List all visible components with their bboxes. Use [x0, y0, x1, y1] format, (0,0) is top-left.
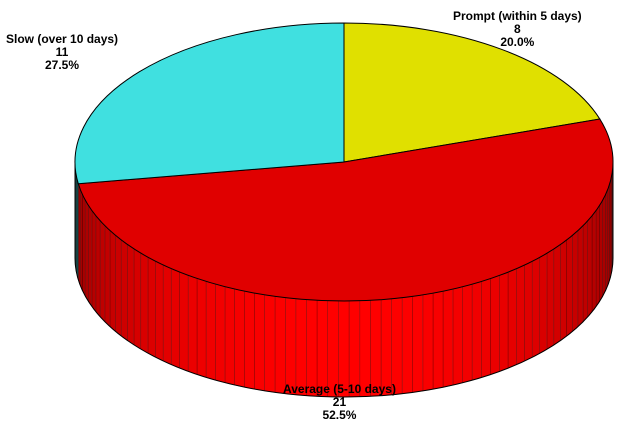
pie-side-segment [215, 283, 226, 384]
pie-side-segment [224, 286, 235, 386]
pie-bottom-edge [74, 257, 614, 398]
pie-side-segment [179, 271, 189, 372]
pie-side-segment [582, 220, 588, 323]
pie-side-segment [595, 204, 600, 308]
pie-slice-slow-over-10-days [74, 22, 345, 185]
pie-side-segment [499, 271, 509, 372]
pie-side-segment [462, 283, 473, 384]
pie-side-segment [84, 198, 89, 303]
pie-side-segment [412, 294, 424, 393]
pie-side-segment [422, 292, 434, 392]
slice-label-prompt-value: 8 [514, 22, 521, 36]
pie-side-segment [109, 229, 116, 332]
pie-side-segment [531, 256, 541, 358]
pie-side-segment [285, 297, 297, 396]
pie-side-segment [559, 239, 567, 342]
slice-label-prompt-percent: 20.0% [500, 35, 535, 49]
pie-side-segment [170, 268, 180, 369]
pie-side-segment [452, 286, 463, 386]
pie-side-segment [481, 278, 491, 378]
pie-side-segment [140, 252, 149, 354]
pie-side-segment [546, 248, 555, 350]
slice-label-slow: Slow (over 10 days) 11 27.5% [6, 33, 118, 72]
pie-side-segment [88, 204, 93, 308]
pie-side-segment [79, 189, 83, 291]
pie-side-segment [605, 189, 608, 291]
pie-side-segment [147, 256, 156, 358]
pie-side-segment [599, 199, 603, 303]
pie-side-segment [274, 295, 286, 394]
pie-side-segment [162, 264, 172, 366]
pie-side-segment [95, 214, 101, 318]
slice-label-average-value: 21 [332, 395, 347, 409]
slice-label-prompt: Prompt (within 5 days) 8 20.0% [453, 10, 582, 49]
pie-side-segment [127, 243, 135, 346]
pie-side-segment [254, 292, 265, 392]
pie-side-segment [516, 264, 525, 366]
pie-side-segment [602, 194, 606, 297]
pie-side-segment [115, 234, 122, 337]
slice-label-average: Average (5-10 days) 21 52.5% [283, 383, 396, 422]
slice-label-slow-name: Slow (over 10 days) [6, 32, 119, 46]
pie-side-segment [120, 239, 128, 341]
pie-side-segment [471, 281, 482, 381]
pie-side-segment [591, 209, 597, 313]
pie-side-segment [155, 260, 164, 362]
pie-side-segment [442, 288, 454, 388]
pie-side-segment [205, 280, 216, 381]
pie-side-segment [566, 234, 573, 337]
pie-side-segment [391, 297, 403, 396]
pie-side-segment [264, 294, 276, 393]
pie-side-segment [507, 268, 517, 369]
slice-label-slow-value: 11 [55, 45, 69, 59]
pie-side-segment [539, 252, 548, 354]
pie-side-segment [553, 244, 561, 346]
pie-side-segment [524, 260, 533, 362]
slice-label-average-name: Average (5-10 days) [283, 382, 396, 396]
slice-label-prompt-name: Prompt (within 5 days) [453, 9, 582, 23]
pie-side-segment [133, 248, 142, 350]
pie-side-segment [490, 275, 500, 375]
slice-label-average-percent: 52.5% [322, 408, 357, 422]
slice-label-slow-percent: 27.5% [45, 58, 80, 72]
pie-side-segment [432, 290, 444, 390]
pie-side-segment [244, 290, 255, 390]
pie-side-segment [91, 209, 97, 313]
pie-side-segment [401, 296, 413, 395]
pie-side-segment [577, 225, 584, 328]
pie-side-segment [196, 278, 207, 378]
pie-side-segment [572, 230, 579, 333]
pie-side-segment [99, 219, 106, 323]
pie-slice-average-5-10-days [77, 118, 614, 302]
pie-side-segment [104, 224, 111, 328]
pie-side-segment [187, 274, 198, 375]
pie-side-segment [234, 288, 245, 388]
pie-side-segment [82, 194, 86, 297]
pie-slice-prompt-within-5-days [343, 22, 601, 163]
pie-side-segment [587, 215, 593, 318]
